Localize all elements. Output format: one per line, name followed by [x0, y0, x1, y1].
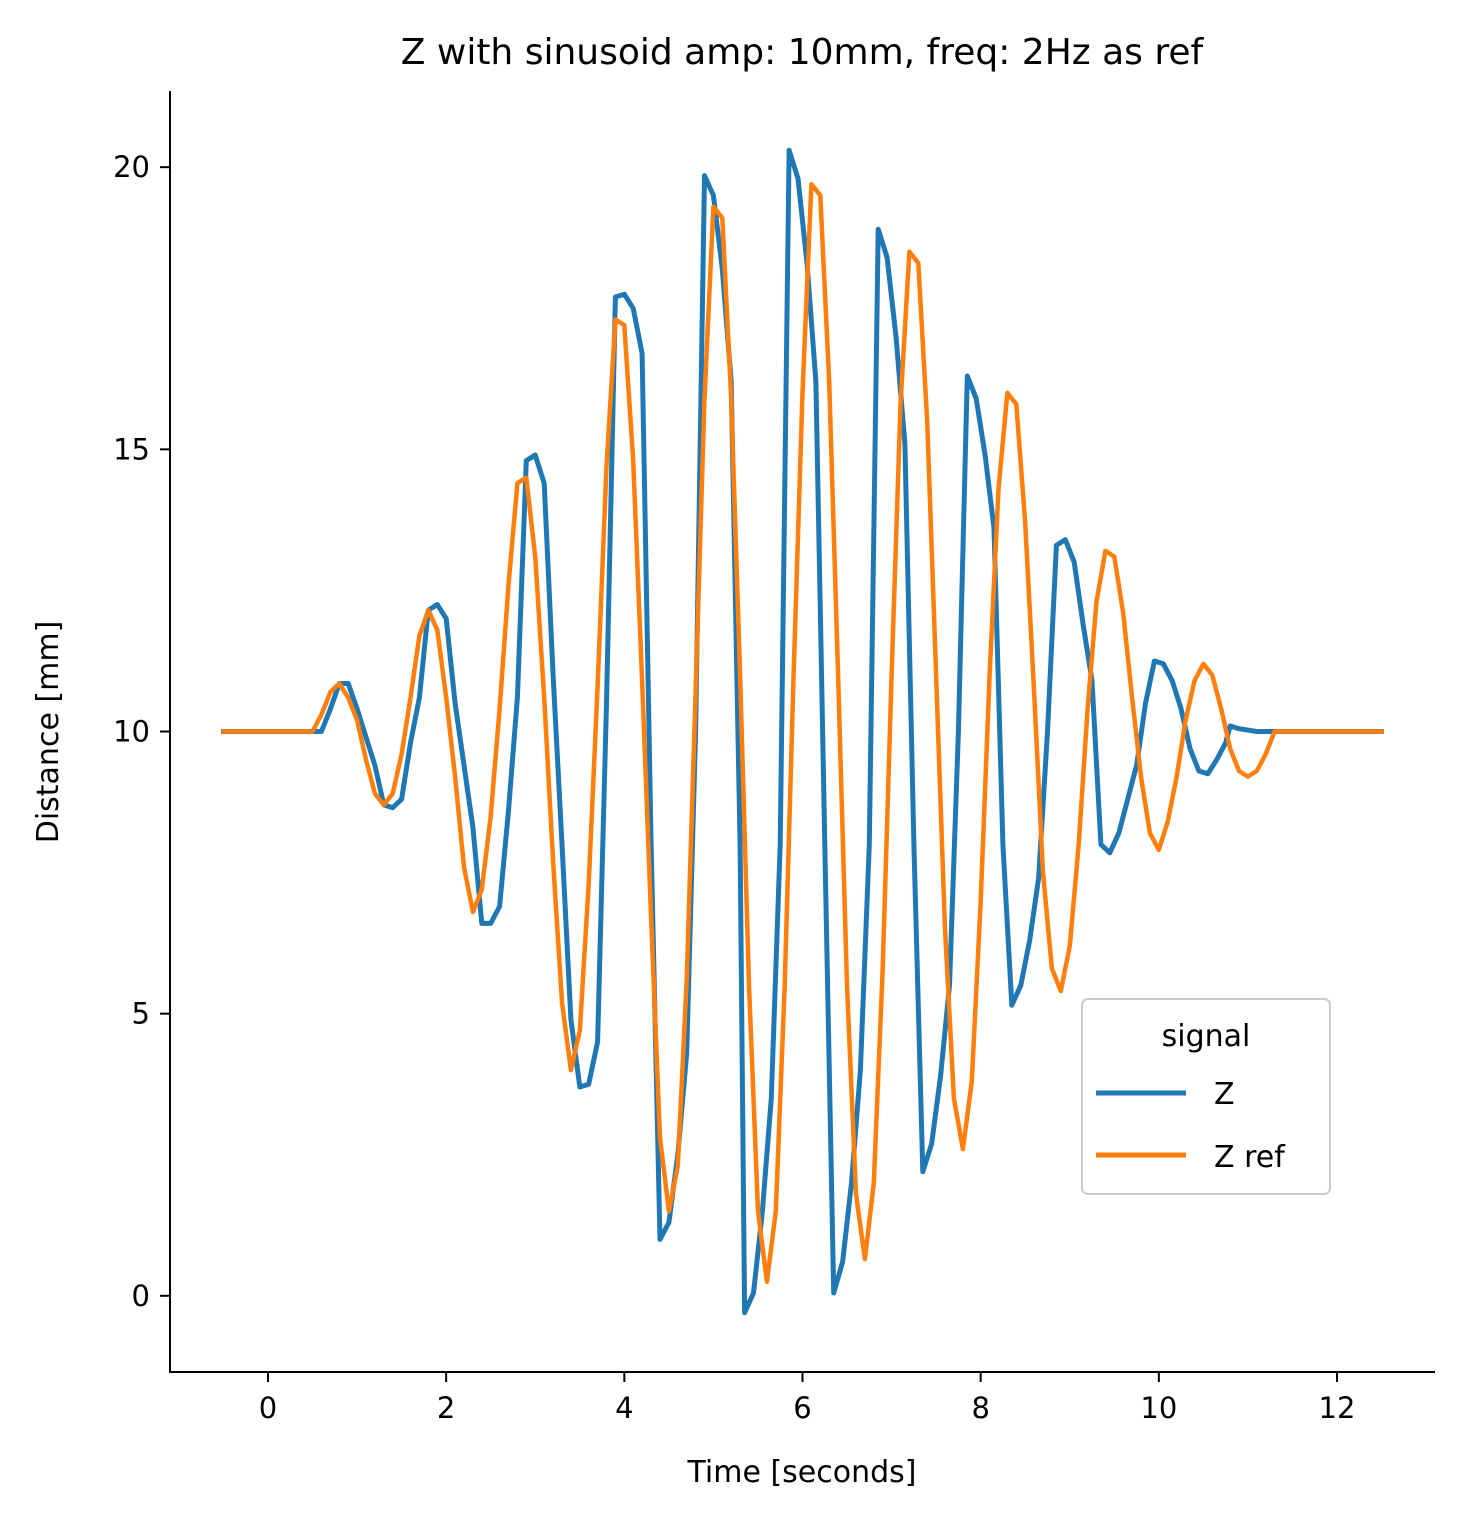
series-line-z [221, 147, 1384, 1316]
y-axis-ticks: 0 5 10 15 20 [113, 150, 170, 1313]
x-tick-label: 4 [615, 1391, 633, 1425]
y-tick-label: 10 [113, 715, 150, 749]
x-tick-label: 0 [259, 1391, 277, 1425]
legend-title: signal [1162, 1019, 1251, 1054]
y-tick-label: 5 [132, 997, 150, 1031]
series-line-z-ref [221, 181, 1384, 1284]
legend: signal Z Z ref [1081, 998, 1331, 1195]
x-tick-label: 10 [1140, 1391, 1177, 1425]
y-tick-label: 0 [132, 1279, 150, 1313]
x-tick-label: 12 [1319, 1391, 1356, 1425]
plot-area [221, 147, 1384, 1316]
x-tick-label: 2 [437, 1391, 455, 1425]
legend-label-z: Z [1214, 1077, 1235, 1112]
x-tick-label: 6 [793, 1391, 811, 1425]
legend-box [1081, 998, 1331, 1195]
y-axis-label: Distance [mm] [31, 621, 66, 844]
series-group [221, 147, 1384, 1316]
chart-title: Z with sinusoid amp: 10mm, freq: 2Hz as … [401, 32, 1205, 73]
x-axis-ticks: 0 2 4 6 8 10 12 [259, 1372, 1356, 1425]
y-tick-label: 15 [113, 432, 150, 466]
x-tick-label: 8 [971, 1391, 989, 1425]
y-tick-label: 20 [113, 150, 150, 184]
x-axis-label: Time [seconds] [687, 1455, 917, 1490]
legend-label-z-ref: Z ref [1214, 1140, 1286, 1175]
